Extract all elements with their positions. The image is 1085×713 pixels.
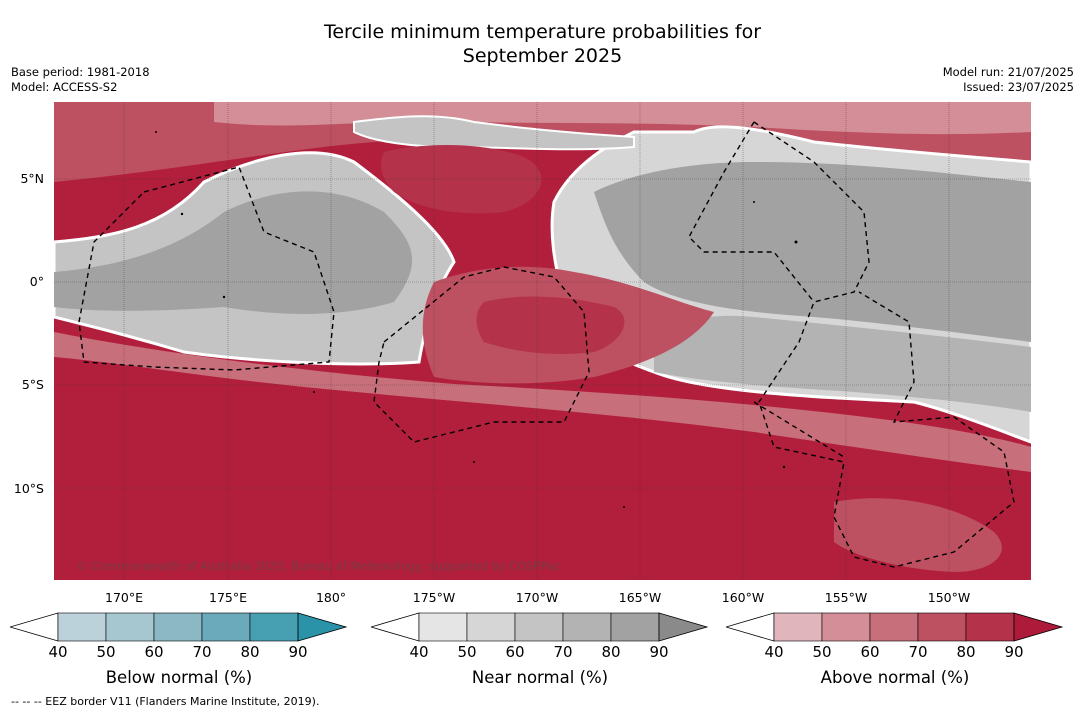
colorbar-near-segment (418, 612, 468, 642)
colorbar-below-tick: 60 (144, 643, 164, 661)
grid-lines (54, 102, 1031, 580)
lat-label-5s: 5°S (21, 377, 44, 392)
colorbar-above-tick: 40 (764, 643, 784, 661)
colorbar-near (371, 612, 709, 642)
lon-label-175w: 175°W (412, 590, 456, 605)
colorbar-near-tick: 50 (457, 643, 477, 661)
colorbar-near-segment (562, 612, 612, 642)
lon-label-160w: 160°W (721, 590, 765, 605)
colorbar-near-segment (466, 612, 516, 642)
colorbar-below-segment (249, 612, 299, 642)
colorbar-above-segment (965, 612, 1015, 642)
copyright-notice: © Commonwealth of Australia 2025, Bureau… (76, 559, 561, 573)
colorbar-above-tick: 70 (908, 643, 928, 661)
colorbar-above-segment (917, 612, 967, 642)
colorbar-below-high-arrow (297, 612, 348, 642)
central-above-core (476, 296, 625, 354)
colorbar-above-tick: 90 (1004, 643, 1024, 661)
colorbar-above-segment (821, 612, 871, 642)
lon-label-175e: 175°E (208, 590, 248, 605)
near-normal-north-patch (353, 115, 635, 151)
colorbar-below-segment (153, 612, 203, 642)
lon-label-155w: 155°W (824, 590, 868, 605)
eez-footnote: -- -- -- EEZ border V11 (Flanders Marine… (11, 695, 320, 708)
colorbar-below-tick: 90 (288, 643, 308, 661)
near-normal-west-dark (54, 191, 413, 314)
colorbar-above-tick: 60 (860, 643, 880, 661)
colorbar-near-low-arrow (371, 612, 420, 642)
colorbar-below-tick: 40 (48, 643, 68, 661)
title-line-1: Tercile minimum temperature probabilitie… (323, 21, 762, 43)
issued-date: Issued: 23/07/2025 (963, 80, 1074, 94)
colorbar-near-segments (418, 612, 660, 642)
eez-borders (78, 121, 1015, 568)
colorbar-below-segments (57, 612, 299, 642)
lon-label-170w: 170°W (515, 590, 559, 605)
colorbar-near-tick: 80 (601, 643, 621, 661)
lat-label-5n: 5°N (20, 171, 44, 186)
colorbar-above-low-arrow (726, 612, 775, 642)
colorbar-above-high-arrow (1013, 612, 1064, 642)
colorbar-near-tick: 70 (553, 643, 573, 661)
lon-label-180: 180° (315, 590, 347, 605)
colorbar-below-low-arrow (10, 612, 59, 642)
island-dots (155, 131, 798, 508)
colorbar-near-segment (514, 612, 564, 642)
base-period: Base period: 1981-2018 (11, 65, 150, 79)
colorbar-near-segment (610, 612, 660, 642)
colorbar-near-high-arrow (658, 612, 709, 642)
probability-map (54, 102, 1031, 580)
colorbar-near-tick: 60 (505, 643, 525, 661)
colorbar-above-segment (773, 612, 823, 642)
colorbar-below-tick: 50 (96, 643, 116, 661)
colorbar-above-label: Above normal (%) (820, 668, 970, 687)
colorbar-near-tick: 90 (649, 643, 669, 661)
meta-right: Model run: 21/07/2025 Issued: 23/07/2025 (943, 65, 1074, 95)
near-normal-east-lower (654, 315, 1031, 412)
colorbar-below-segment (57, 612, 107, 642)
colorbar-below-segment (105, 612, 155, 642)
colorbar-above-segments (773, 612, 1015, 642)
colorbar-below-tick: 80 (240, 643, 260, 661)
colorbar-below (10, 612, 348, 642)
model-name: Model: ACCESS-S2 (11, 80, 118, 94)
lon-label-170e: 170°E (104, 590, 144, 605)
lat-label-0: 0° (29, 274, 44, 289)
north-above-light (214, 102, 1031, 135)
south-east-patch (834, 498, 1002, 572)
colorbar-near-tick: 40 (409, 643, 429, 661)
south-transition-band (54, 332, 1031, 472)
colorbar-below-segment (201, 612, 251, 642)
map-title: Tercile minimum temperature probabilitie… (0, 20, 1085, 68)
colorbar-above-tick: 80 (956, 643, 976, 661)
lon-label-165w: 165°W (618, 590, 662, 605)
colorbar-above (726, 612, 1064, 642)
lon-label-150w: 150°W (927, 590, 971, 605)
colorbar-near-label: Near normal (%) (471, 668, 609, 687)
title-line-2: September 2025 (462, 45, 623, 67)
colorbar-above-tick: 50 (812, 643, 832, 661)
colorbar-above-segment (869, 612, 919, 642)
colorbar-below-label: Below normal (%) (105, 668, 253, 687)
north-above-core (381, 145, 542, 214)
lat-label-10s: 10°S (13, 481, 44, 496)
model-run: Model run: 21/07/2025 (942, 65, 1074, 79)
near-normal-east-dark (594, 162, 1031, 342)
meta-left: Base period: 1981-2018 Model: ACCESS-S2 (11, 65, 150, 95)
colorbar-below-tick: 70 (192, 643, 212, 661)
